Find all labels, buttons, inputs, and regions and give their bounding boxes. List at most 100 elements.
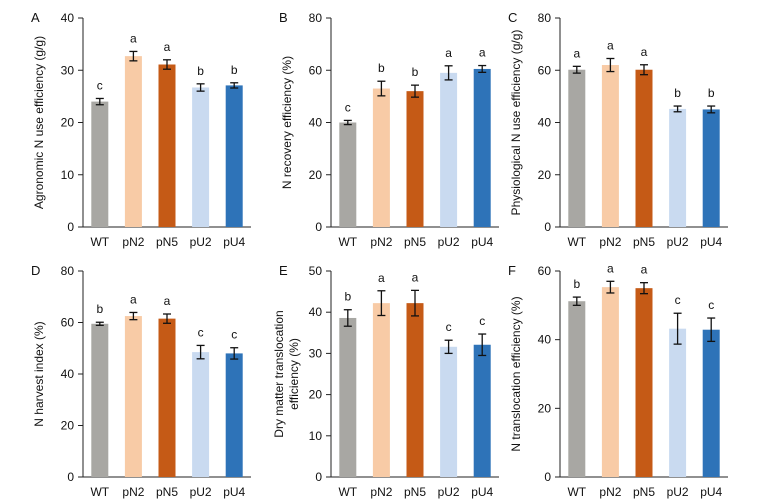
y-axis-label: N translocation efficiency (%) — [509, 296, 523, 451]
bar-pu2 — [192, 87, 210, 228]
y-tick-label: 20 — [61, 116, 75, 130]
x-tick-label: WT — [338, 485, 357, 499]
x-tick-label: pU4 — [700, 485, 722, 499]
y-tick-label: 0 — [67, 220, 74, 234]
x-tick-label: pN5 — [404, 235, 426, 249]
x-tick-label: WT — [90, 235, 109, 249]
significance-letter: b — [708, 86, 715, 100]
chart-panel-c: C 0 20 40 60 80 Physiological N use efficiency… — [508, 10, 728, 249]
chart-panel-d: D 0 20 40 60 80 N harvest index (%) b WT a pN2 a pN5… — [31, 263, 251, 499]
bar-wt — [568, 69, 586, 227]
y-tick-label: 60 — [538, 264, 552, 278]
y-tick-label: 60 — [61, 316, 75, 330]
x-tick-label: pU4 — [223, 235, 245, 249]
bar-pu4 — [702, 329, 720, 477]
bar-pu2 — [440, 72, 458, 227]
x-tick-label: pU2 — [667, 485, 689, 499]
y-tick-label: 30 — [309, 346, 323, 360]
y-tick-label: 0 — [544, 220, 551, 234]
panel-label: F — [508, 263, 516, 278]
chart-panel-b: B 0 20 40 60 80 N recovery efficiency (%) c WT b p… — [279, 10, 499, 249]
x-tick-label: pU2 — [667, 235, 689, 249]
x-tick-label: pU2 — [438, 235, 460, 249]
bar-pu4 — [473, 344, 491, 477]
significance-letter: a — [412, 270, 419, 284]
chart-panel-e: E 0 10 20 30 40 50 Dry matter translocation effi… — [272, 263, 499, 499]
bar-pu2 — [669, 328, 687, 477]
significance-letter: a — [479, 46, 486, 60]
x-tick-label: pN5 — [404, 485, 426, 499]
bar-pn2 — [124, 56, 142, 227]
significance-letter: c — [231, 328, 237, 342]
y-axis-label: Physiological N use efficiency (g/g) — [509, 30, 523, 216]
significance-letter: c — [708, 298, 714, 312]
bar-pu2 — [669, 108, 687, 227]
y-tick-label: 40 — [309, 116, 323, 130]
significance-letter: a — [378, 271, 385, 285]
x-tick-label: pN5 — [156, 235, 178, 249]
bar-pn2 — [372, 88, 390, 227]
x-tick-label: pN5 — [156, 485, 178, 499]
x-tick-label: pN2 — [599, 485, 621, 499]
y-axis-label: N recovery efficiency (%) — [280, 56, 294, 189]
x-tick-label: pU2 — [438, 485, 460, 499]
y-tick-label: 20 — [538, 401, 552, 415]
significance-letter: a — [130, 292, 137, 306]
significance-letter: b — [344, 290, 351, 304]
significance-letter: b — [412, 65, 419, 79]
x-tick-label: pN2 — [370, 485, 392, 499]
y-tick-label: 10 — [61, 168, 75, 182]
y-tick-label: 80 — [309, 11, 323, 25]
y-tick-label: 20 — [309, 168, 323, 182]
y-tick-label: 0 — [315, 470, 322, 484]
x-tick-label: pN2 — [370, 235, 392, 249]
y-tick-label: 20 — [309, 388, 323, 402]
bar-wt — [91, 323, 109, 477]
significance-letter: c — [479, 314, 485, 328]
y-tick-label: 20 — [61, 419, 75, 433]
y-axis-label: Agronomic N use efficiency (g/g) — [32, 36, 46, 209]
bar-pn2 — [124, 316, 142, 477]
bar-pu2 — [192, 352, 210, 477]
significance-letter: a — [445, 46, 452, 60]
bar-pu4 — [225, 353, 243, 477]
bar-pn5 — [158, 64, 176, 227]
significance-letter: a — [164, 294, 171, 308]
bar-pu2 — [440, 346, 458, 477]
significance-letter: b — [231, 63, 238, 77]
y-tick-label: 10 — [309, 429, 323, 443]
y-tick-label: 60 — [309, 63, 323, 77]
y-tick-label: 0 — [315, 220, 322, 234]
significance-letter: a — [164, 40, 171, 54]
bar-pu4 — [473, 68, 491, 227]
y-tick-label: 80 — [538, 11, 552, 25]
y-axis-label: N harvest index (%) — [32, 321, 46, 426]
x-tick-label: pU4 — [223, 485, 245, 499]
significance-letter: b — [378, 61, 385, 75]
significance-letter: c — [198, 325, 204, 339]
significance-letter: b — [573, 277, 580, 291]
panel-label: A — [31, 10, 40, 25]
y-tick-label: 40 — [61, 367, 75, 381]
x-tick-label: pU2 — [190, 235, 212, 249]
significance-letter: c — [345, 100, 351, 114]
panel-label: E — [279, 263, 288, 278]
x-tick-label: pN2 — [599, 235, 621, 249]
y-tick-label: 30 — [61, 63, 75, 77]
y-tick-label: 40 — [61, 11, 75, 25]
bar-pu4 — [225, 85, 243, 227]
y-axis-label: efficiency (%) — [287, 338, 301, 410]
significance-letter: a — [607, 38, 614, 52]
x-tick-label: pU4 — [700, 235, 722, 249]
y-tick-label: 0 — [67, 470, 74, 484]
x-tick-label: WT — [338, 235, 357, 249]
y-tick-label: 40 — [538, 116, 552, 130]
panel-label: B — [279, 10, 288, 25]
panel-label: D — [31, 263, 40, 278]
y-tick-label: 60 — [538, 63, 552, 77]
x-tick-label: WT — [567, 485, 586, 499]
significance-letter: a — [641, 263, 648, 277]
significance-letter: c — [97, 78, 103, 92]
y-tick-label: 0 — [544, 470, 551, 484]
